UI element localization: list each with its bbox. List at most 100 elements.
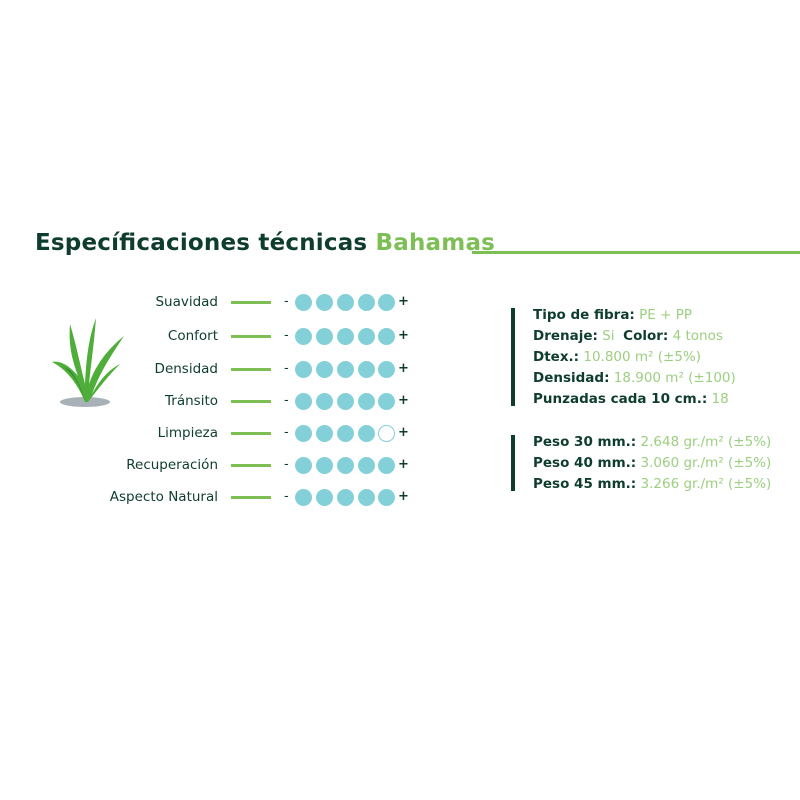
rating-max: + xyxy=(398,457,409,472)
rating-dot xyxy=(316,457,333,474)
rating-dot xyxy=(378,425,395,442)
spec-label: Color: xyxy=(623,328,669,344)
rating-row: Suavidad - + xyxy=(0,292,420,312)
rating-dot xyxy=(295,425,312,442)
rating-dot xyxy=(295,489,312,506)
rating-min: - xyxy=(284,457,289,472)
rating-row: Densidad - + xyxy=(0,359,420,379)
rating-bar xyxy=(231,432,271,435)
spec-value: 18.900 m² (±100) xyxy=(613,370,736,386)
rating-min: - xyxy=(284,393,289,408)
rating-bar xyxy=(231,301,271,304)
rating-label: Suavidad xyxy=(155,294,218,310)
rating-dot xyxy=(358,393,375,410)
weight-label: Peso 45 mm.: xyxy=(533,476,637,492)
rating-bar xyxy=(231,400,271,403)
rating-dot xyxy=(378,361,395,378)
rating-dot xyxy=(337,328,354,345)
spec-line: Tipo de fibra: PE + PP xyxy=(533,305,692,325)
rating-dot xyxy=(316,393,333,410)
rating-dot xyxy=(316,425,333,442)
rating-dot xyxy=(295,361,312,378)
rating-max: + xyxy=(398,425,409,440)
rating-label: Recuperación xyxy=(126,457,218,473)
rating-row: Recuperación - + xyxy=(0,455,420,475)
rating-min: - xyxy=(284,361,289,376)
weight-label: Peso 40 mm.: xyxy=(533,455,637,471)
rating-label: Tránsito xyxy=(165,393,218,409)
grass-plant-icon xyxy=(52,318,124,407)
spec-label: Drenaje: xyxy=(533,328,598,344)
title-main: Especíﬁcaciones técnicas xyxy=(35,230,368,256)
rating-dot xyxy=(358,361,375,378)
rating-dot xyxy=(295,457,312,474)
specs-divider xyxy=(511,308,515,406)
rating-label: Aspecto Natural xyxy=(109,489,218,505)
rating-dot xyxy=(295,294,312,311)
weight-value: 3.060 gr./m² (±5%) xyxy=(640,455,772,471)
rating-bar xyxy=(231,464,271,467)
spec-value: 4 tonos xyxy=(672,328,723,344)
rating-min: - xyxy=(284,425,289,440)
rating-dot xyxy=(378,328,395,345)
rating-label: Confort xyxy=(167,328,218,344)
rating-bar xyxy=(231,335,271,338)
spec-value: 18 xyxy=(711,391,729,407)
rating-min: - xyxy=(284,489,289,504)
rating-dot xyxy=(378,489,395,506)
spec-label: Dtex.: xyxy=(533,349,580,365)
spec-line: Densidad: 18.900 m² (±100) xyxy=(533,368,736,388)
rating-min: - xyxy=(284,328,289,343)
spec-value: PE + PP xyxy=(639,307,692,323)
spec-label: Punzadas cada 10 cm.: xyxy=(533,391,708,407)
rating-bar xyxy=(231,496,271,499)
spec-value: 10.800 m² (±5%) xyxy=(583,349,702,365)
spec-line: Drenaje: Si Color: 4 tonos xyxy=(533,326,723,346)
spec-line: Punzadas cada 10 cm.: 18 xyxy=(533,389,729,409)
rating-dot xyxy=(337,294,354,311)
rating-row: Tránsito - + xyxy=(0,391,420,411)
rating-max: + xyxy=(398,489,409,504)
weight-line: Peso 30 mm.: 2.648 gr./m² (±5%) xyxy=(533,432,771,452)
title-underline xyxy=(472,251,800,254)
rating-max: + xyxy=(398,328,409,343)
rating-bar xyxy=(231,368,271,371)
rating-max: + xyxy=(398,361,409,376)
weight-line: Peso 40 mm.: 3.060 gr./m² (±5%) xyxy=(533,453,771,473)
rating-dot xyxy=(358,489,375,506)
rating-dot xyxy=(337,361,354,378)
spec-line: Dtex.: 10.800 m² (±5%) xyxy=(533,347,701,367)
rating-dot xyxy=(358,457,375,474)
rating-dot xyxy=(316,361,333,378)
rating-dot xyxy=(358,294,375,311)
spec-label: Densidad: xyxy=(533,370,610,386)
rating-dot xyxy=(378,457,395,474)
weight-value: 3.266 gr./m² (±5%) xyxy=(640,476,772,492)
rating-dot xyxy=(378,393,395,410)
rating-dot xyxy=(316,489,333,506)
rating-row: Aspecto Natural - + xyxy=(0,487,420,507)
rating-dot xyxy=(295,393,312,410)
rating-label: Limpieza xyxy=(157,425,218,441)
rating-dot xyxy=(358,328,375,345)
rating-dot xyxy=(337,457,354,474)
page-title: Especíﬁcaciones técnicas Bahamas xyxy=(35,230,495,256)
weight-line: Peso 45 mm.: 3.266 gr./m² (±5%) xyxy=(533,474,771,494)
rating-row: Limpieza - + xyxy=(0,423,420,443)
rating-dot xyxy=(337,393,354,410)
spec-value: Si xyxy=(602,328,615,344)
weight-value: 2.648 gr./m² (±5%) xyxy=(640,434,772,450)
spec-label: Tipo de fibra: xyxy=(533,307,635,323)
rating-dot xyxy=(295,328,312,345)
rating-dot xyxy=(337,425,354,442)
rating-row: Confort - + xyxy=(0,326,420,346)
rating-dot xyxy=(358,425,375,442)
rating-min: - xyxy=(284,294,289,309)
rating-dot xyxy=(316,328,333,345)
rating-label: Densidad xyxy=(154,361,218,377)
rating-max: + xyxy=(398,393,409,408)
weight-label: Peso 30 mm.: xyxy=(533,434,637,450)
weights-divider xyxy=(511,435,515,491)
rating-dot xyxy=(316,294,333,311)
rating-dot xyxy=(337,489,354,506)
